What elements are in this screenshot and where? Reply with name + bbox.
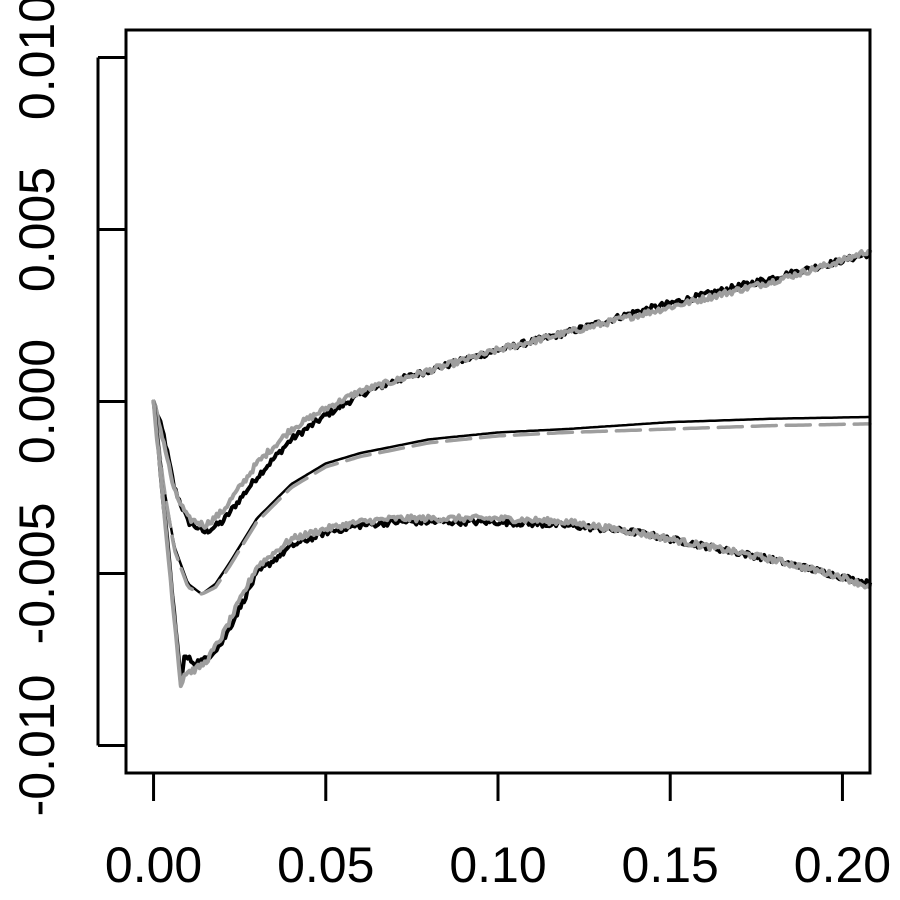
y-tick-label: -0.005 — [9, 503, 65, 645]
plot-frame — [124, 28, 872, 775]
y-tick-label: -0.010 — [9, 675, 65, 817]
y-axis: -0.010 -0.005 0.000 0.005 0.010 — [9, 0, 126, 816]
series-line-2 — [151, 249, 872, 530]
series-layer — [151, 249, 872, 689]
x-tick-label: 0.10 — [449, 837, 546, 893]
x-tick-label: 0.05 — [277, 837, 374, 893]
x-tick-label: 0.20 — [794, 837, 891, 893]
series-line-4 — [151, 399, 872, 596]
series-line-6 — [151, 399, 872, 689]
x-tick-label: 0.15 — [622, 837, 719, 893]
series-line-5 — [151, 399, 872, 686]
y-tick-label: 0.010 — [9, 0, 65, 120]
y-tick-label: 0.000 — [9, 339, 65, 464]
x-tick-label: 0.00 — [105, 837, 202, 893]
series-line-1 — [151, 249, 872, 535]
x-axis: 0.00 0.05 0.10 0.15 0.20 — [105, 771, 891, 893]
series-line-3 — [152, 400, 872, 596]
y-tick-label: 0.005 — [9, 167, 65, 292]
